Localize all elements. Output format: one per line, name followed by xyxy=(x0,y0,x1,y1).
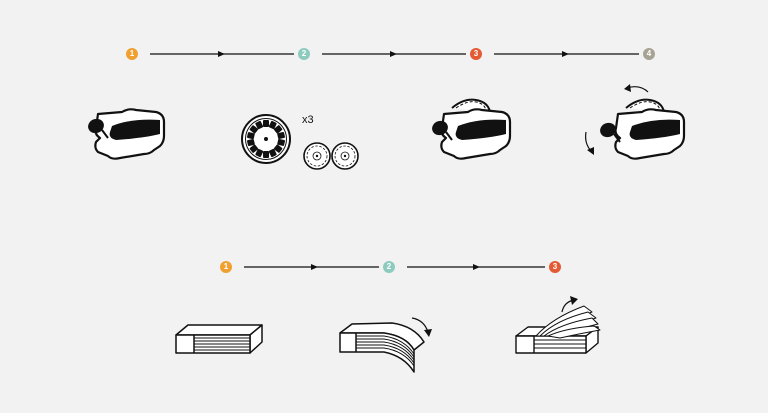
arrow-right-icon xyxy=(390,51,397,57)
large-reel-icon xyxy=(241,114,291,164)
step-badge-3: 3 xyxy=(470,48,482,60)
step-badge-4: 4 xyxy=(643,48,655,60)
bent-flipbook-icon xyxy=(339,322,425,373)
flipping-pages-icon xyxy=(515,305,601,354)
small-reel-icon xyxy=(331,142,359,170)
flat-flipbook-icon xyxy=(175,324,263,354)
top-connectors xyxy=(150,51,639,57)
bottom-connectors xyxy=(244,264,545,270)
arrow-right-icon xyxy=(311,264,318,270)
step-badge-1: 1 xyxy=(126,48,138,60)
arrow-right-icon xyxy=(473,264,480,270)
flipbook-step-badge-1: 1 xyxy=(220,261,232,273)
arrow-right-icon xyxy=(218,51,225,57)
step-badge-2: 2 xyxy=(298,48,310,60)
rotate-arrow-icon xyxy=(585,84,649,155)
arrow-right-icon xyxy=(562,51,569,57)
viewer-rotating-icon xyxy=(600,98,686,160)
up-arrow-icon xyxy=(561,296,578,313)
flipbook-step-badge-2: 2 xyxy=(383,261,395,273)
viewer-with-reel-icon xyxy=(432,98,512,160)
curved-arrow-icon xyxy=(411,317,432,337)
flipbook-step-badge-3: 3 xyxy=(549,261,561,273)
viewmaster-viewer-icon xyxy=(88,108,166,160)
small-reel-icon xyxy=(303,142,331,170)
reel-count-label: x3 xyxy=(302,114,314,126)
